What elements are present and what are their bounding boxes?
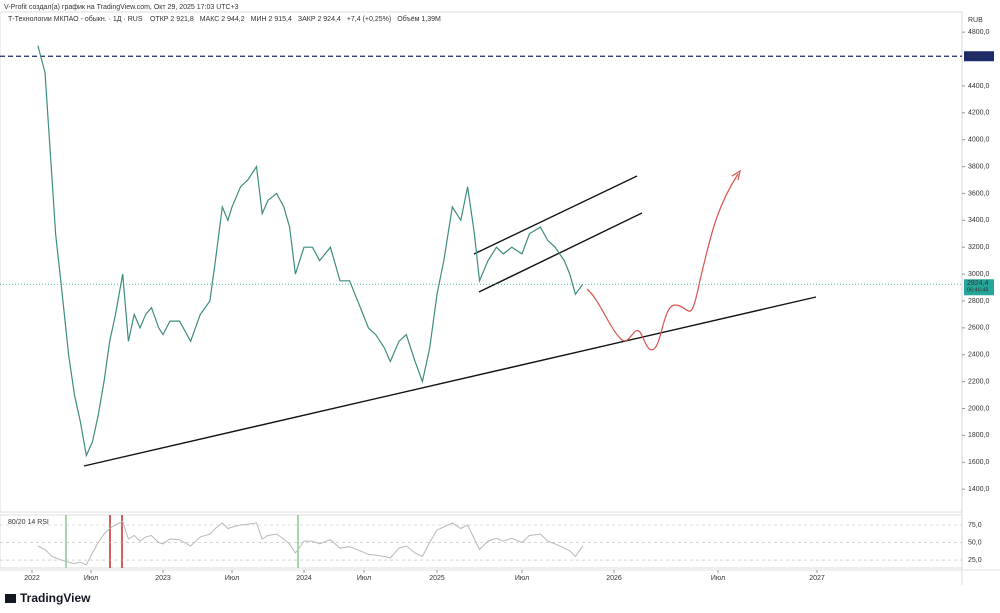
last-price-box	[964, 279, 994, 296]
author-line: V-Profit создал(а) график на TradingView…	[4, 4, 239, 11]
x-tick-label: 2022	[24, 575, 40, 582]
x-tick-label: 2027	[809, 575, 825, 582]
price-line	[37, 45, 584, 458]
countdown: 06:46:48	[967, 288, 988, 294]
y-tick-label: 3000,0	[968, 271, 990, 278]
x-tick-label: Июл	[225, 575, 239, 582]
x-tick-label: 2025	[429, 575, 445, 582]
ohlc-item: ОТКР 2 921,8	[150, 16, 194, 23]
symbol-title: Т-Технологии МКПАО - обыкн. · 1Д · RUS	[8, 15, 143, 23]
channel-top	[473, 175, 638, 255]
y-tick-label: 4400,0	[968, 83, 990, 90]
last-price-label: 2924,4	[967, 280, 989, 287]
rsi-title: 80/20 14 RSI	[8, 519, 49, 526]
ohlc-item: +7,4 (+0,25%)	[347, 16, 391, 23]
y-tick-label: 3400,0	[968, 217, 990, 224]
x-tick-label: Июл	[84, 575, 98, 582]
y-tick-label: 2600,0	[968, 325, 990, 332]
rsi-tick-label: 75,0	[968, 522, 982, 529]
y-tick-label: 1600,0	[968, 459, 990, 466]
y-tick-label: 2800,0	[968, 298, 990, 305]
currency: RUB	[968, 17, 983, 24]
level-label: 4620,8	[967, 53, 989, 60]
level-label-box	[964, 51, 994, 62]
y-tick-label: 3800,0	[968, 163, 990, 170]
x-tick-label: Июл	[357, 575, 371, 582]
footer-logo: TradingView	[5, 591, 91, 605]
ohlc-item: МАКС 2 944,2	[200, 16, 245, 23]
y-tick-label: 3200,0	[968, 244, 990, 251]
y-tick-label: 4800,0	[968, 29, 990, 36]
ohlc-item: МИН 2 915,4	[251, 16, 292, 23]
rsi-tick-label: 50,0	[968, 539, 982, 546]
y-tick-label: 4200,0	[968, 110, 990, 117]
channel-bottom	[478, 212, 643, 293]
forecast-arrowhead	[731, 169, 741, 181]
y-tick-label: 2000,0	[968, 405, 990, 412]
x-tick-label: 2026	[606, 575, 622, 582]
y-tick-label: 3600,0	[968, 190, 990, 197]
y-tick-label: 1800,0	[968, 432, 990, 439]
y-tick-label: 1400,0	[968, 486, 990, 493]
logo-mark	[5, 594, 16, 603]
x-tick-label: Июл	[515, 575, 529, 582]
x-tick-label: 2023	[155, 575, 171, 582]
main-pane	[0, 11, 963, 513]
support-trendline	[83, 296, 817, 467]
x-tick-label: 2024	[296, 575, 312, 582]
x-tick-label: Июл	[711, 575, 725, 582]
y-tick-label: 2400,0	[968, 352, 990, 359]
y-tick-label: 2200,0	[968, 378, 990, 385]
rsi-line	[37, 520, 584, 566]
rsi-tick-label: 25,0	[968, 557, 982, 564]
ohlc-item: Объём 1,39M	[397, 15, 441, 23]
ohlc-item: ЗАКР 2 924,4	[298, 16, 341, 23]
logo-text: TradingView	[20, 591, 91, 605]
forecast-arrow	[586, 173, 739, 351]
y-tick-label: 4000,0	[968, 137, 990, 144]
